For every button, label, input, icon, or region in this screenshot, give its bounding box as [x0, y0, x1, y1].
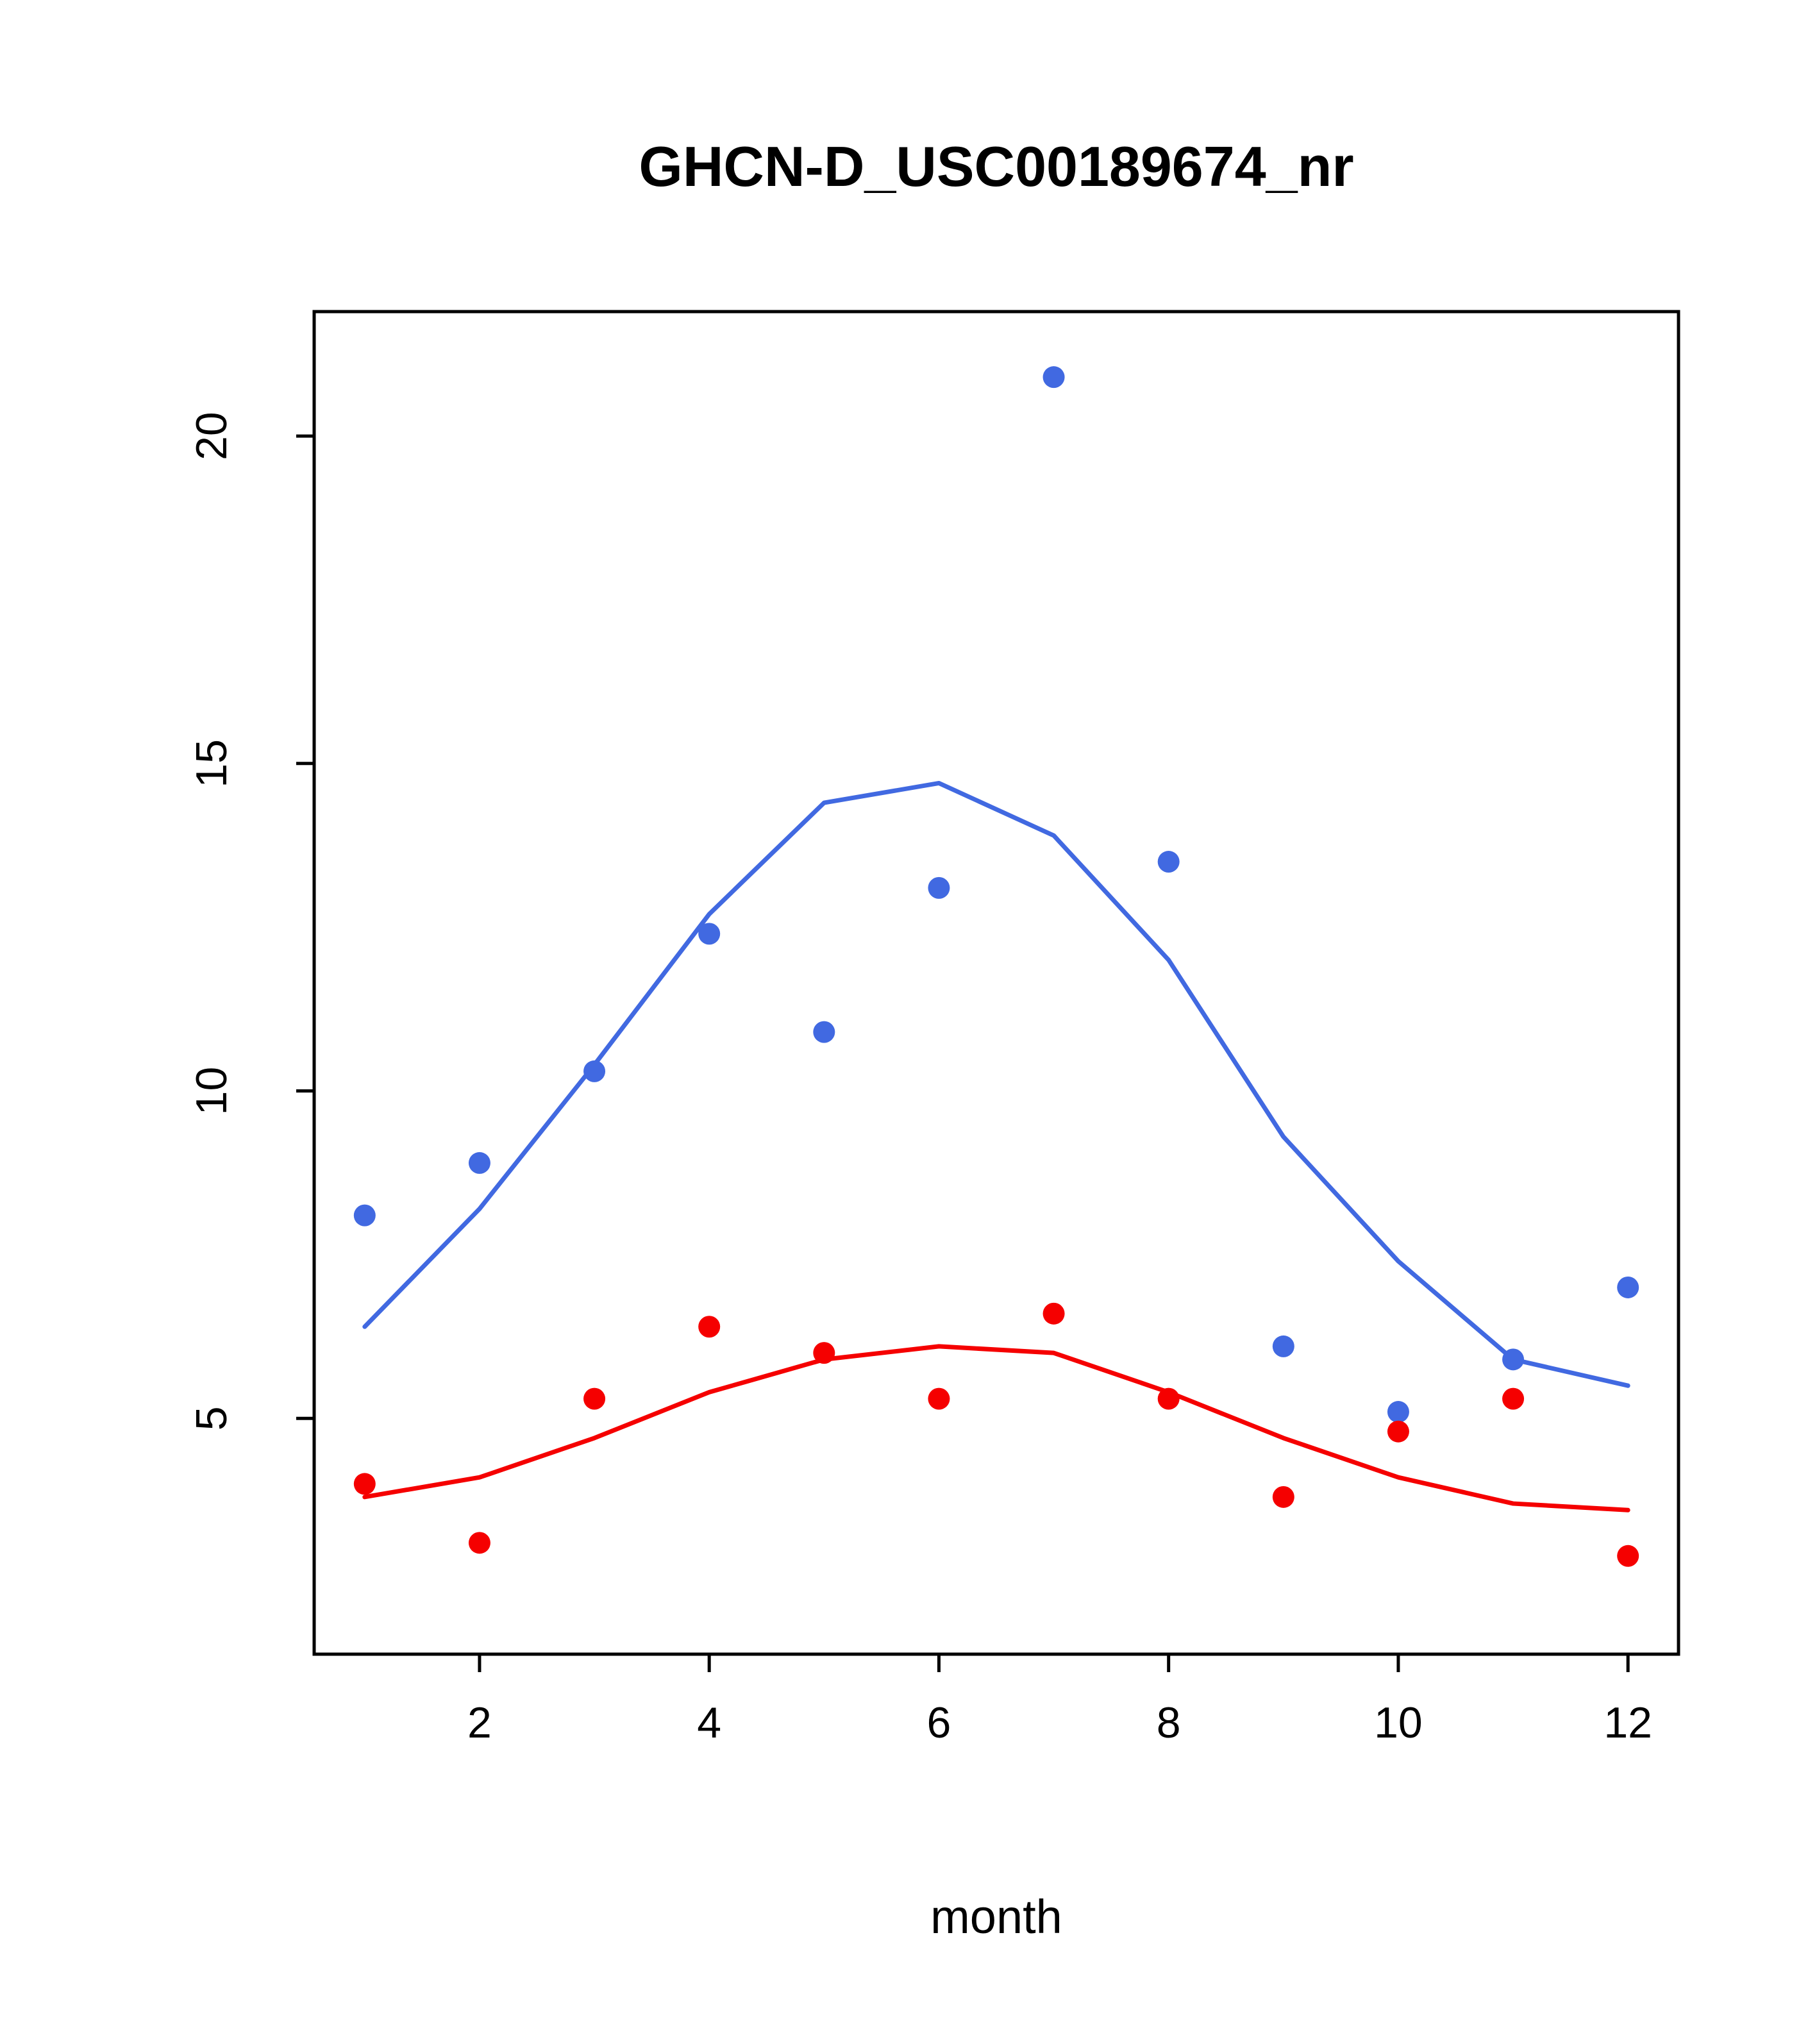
data-point: [1502, 1387, 1525, 1410]
data-point: [813, 1021, 835, 1043]
y-tick-label: 20: [187, 412, 236, 460]
data-point: [813, 1342, 835, 1364]
axes-layer: 2 4 6 8 10 12 5 10 15 20: [187, 310, 1680, 1747]
x-tick-label: 4: [697, 1698, 721, 1747]
data-point: [1272, 1486, 1294, 1508]
blue-points: [353, 366, 1639, 1423]
x-tick-label: 2: [467, 1698, 492, 1747]
x-tick-label: 10: [1374, 1698, 1423, 1747]
data-point: [583, 1060, 606, 1082]
red-smooth-line: [362, 1344, 1630, 1512]
data-point: [1042, 1302, 1065, 1325]
data-point: [353, 1473, 376, 1495]
data-point: [1617, 1545, 1639, 1567]
x-axis-label: month: [930, 1890, 1062, 1943]
data-point: [583, 1387, 606, 1410]
data-point: [928, 1387, 950, 1410]
data-point: [1387, 1401, 1409, 1423]
chart-title: GHCN-D_USC00189674_nr: [639, 135, 1353, 198]
x-tick-label: 6: [927, 1698, 951, 1747]
data-point: [1042, 366, 1065, 389]
x-tick-label: 8: [1157, 1698, 1181, 1747]
data-point: [468, 1152, 490, 1174]
data-point: [1272, 1335, 1294, 1357]
data-point: [928, 876, 950, 899]
red-points: [353, 1302, 1639, 1567]
x-tick-label: 12: [1603, 1698, 1652, 1747]
data-point: [353, 1204, 376, 1227]
data-point: [1502, 1348, 1525, 1371]
data-point: [698, 1316, 721, 1338]
data-point: [1157, 851, 1180, 873]
data-point: [468, 1532, 490, 1554]
y-tick-label: 10: [187, 1067, 236, 1116]
series-layer: [353, 366, 1639, 1567]
trend-line: [362, 1344, 1630, 1512]
data-point: [1157, 1387, 1180, 1410]
data-point: [1387, 1420, 1409, 1443]
data-point: [698, 923, 721, 945]
y-tick-label: 5: [187, 1406, 236, 1430]
trend-line: [362, 780, 1630, 1388]
plot-box: [312, 310, 1680, 1656]
y-tick-label: 15: [187, 739, 236, 788]
data-point: [1617, 1276, 1639, 1298]
blue-smooth-line: [362, 780, 1630, 1388]
